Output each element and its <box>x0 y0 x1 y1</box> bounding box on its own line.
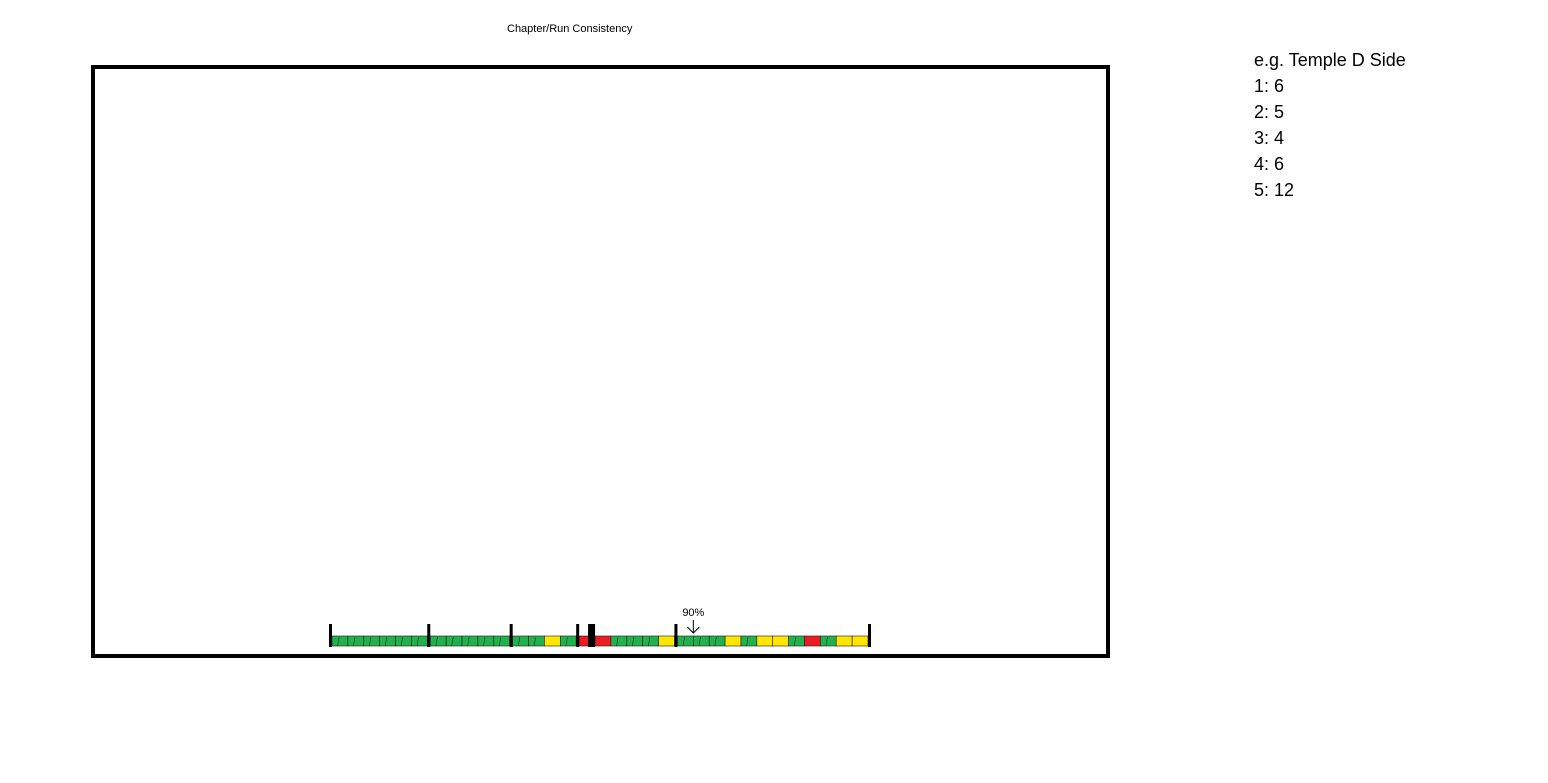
bar-segment-room2-4 <box>477 635 495 647</box>
segment-tick <box>746 636 749 647</box>
marker-arrow-head <box>686 626 700 634</box>
current-position-marker <box>588 624 596 647</box>
bar-segment-room5-12 <box>851 635 869 647</box>
segment-tick <box>648 636 651 647</box>
bar-segment-room5-8 <box>788 635 805 647</box>
bar-segment-room2-1 <box>429 635 447 647</box>
bar-segment-room3-1 <box>512 635 529 647</box>
bar-segment-room4-4 <box>626 635 644 647</box>
segment-tick <box>616 636 619 647</box>
segment-tick <box>416 636 419 647</box>
segment-tick <box>632 636 635 647</box>
bar-segment-room5-11 <box>835 635 853 647</box>
bar-segment-room5-2 <box>693 635 710 647</box>
example-legend: e.g. Temple D Side 1: 6 2: 5 3: 4 4: 6 5… <box>1254 47 1406 203</box>
bar-segment-room1-6 <box>411 635 428 647</box>
game-frame <box>91 65 1110 658</box>
bar-segment-room5-5 <box>740 635 758 647</box>
room-separator-3 <box>576 624 580 647</box>
chart-title: Chapter/Run Consistency <box>507 23 633 35</box>
legend-room-2: 2: 5 <box>1254 102 1285 122</box>
bar-end-cap-left <box>329 624 332 647</box>
bar-segment-room5-10 <box>820 635 837 647</box>
segment-tick <box>517 636 521 647</box>
segment-tick <box>384 636 388 647</box>
bar-segment-room5-4 <box>724 635 742 647</box>
segment-tick <box>825 636 828 647</box>
segment-tick <box>467 636 470 647</box>
room-separator-1 <box>427 624 431 647</box>
legend-room-4: 4: 6 <box>1254 154 1285 174</box>
bar-segment-room4-5 <box>642 635 659 647</box>
bar-segment-room2-2 <box>445 635 463 647</box>
legend-room-1: 1: 6 <box>1254 76 1285 96</box>
bar-segment-room5-7 <box>772 635 789 647</box>
bar-end-cap-right <box>868 624 871 647</box>
segment-tick <box>565 636 568 647</box>
bar-segment-room1-4 <box>379 635 396 647</box>
segment-tick <box>714 636 717 647</box>
bar-segment-room3-2 <box>528 635 545 647</box>
bar-segment-room3-4 <box>559 635 577 647</box>
bar-segment-room5-1 <box>677 635 694 647</box>
room-separator-2 <box>509 624 513 647</box>
bar-segment-room1-3 <box>363 635 380 647</box>
legend-heading: e.g. Temple D Side <box>1254 50 1406 70</box>
bar-segment-room2-3 <box>461 635 479 647</box>
legend-room-5: 5: 12 <box>1254 180 1295 200</box>
segment-tick <box>793 636 796 647</box>
bar-segment-room5-3 <box>708 635 726 647</box>
bar-segment-room3-3 <box>544 635 561 647</box>
bar-segment-room5-6 <box>756 635 774 647</box>
segment-tick <box>533 636 536 647</box>
room-separator-4 <box>674 624 678 647</box>
segment-tick <box>353 636 356 647</box>
segment-tick <box>682 636 685 647</box>
segment-tick <box>400 636 403 647</box>
bar-segment-room1-2 <box>347 635 365 647</box>
marker-label: 90% <box>682 607 704 619</box>
bar-segment-room4-2 <box>594 635 612 647</box>
legend-room-3: 3: 4 <box>1254 128 1285 148</box>
bar-segment-room4-6 <box>658 635 675 647</box>
bar-segment-room4-3 <box>610 635 628 647</box>
segment-tick <box>435 636 438 647</box>
segment-tick <box>499 636 502 647</box>
bar-segment-room2-5 <box>493 635 510 647</box>
bar-segment-room5-9 <box>804 635 821 647</box>
segment-tick <box>698 636 701 647</box>
bar-segment-room1-5 <box>395 635 412 647</box>
segment-tick <box>483 636 486 647</box>
bar-segment-room1-1 <box>331 635 349 647</box>
segment-tick <box>369 636 372 647</box>
segment-tick <box>451 636 454 647</box>
segment-tick <box>337 636 340 647</box>
